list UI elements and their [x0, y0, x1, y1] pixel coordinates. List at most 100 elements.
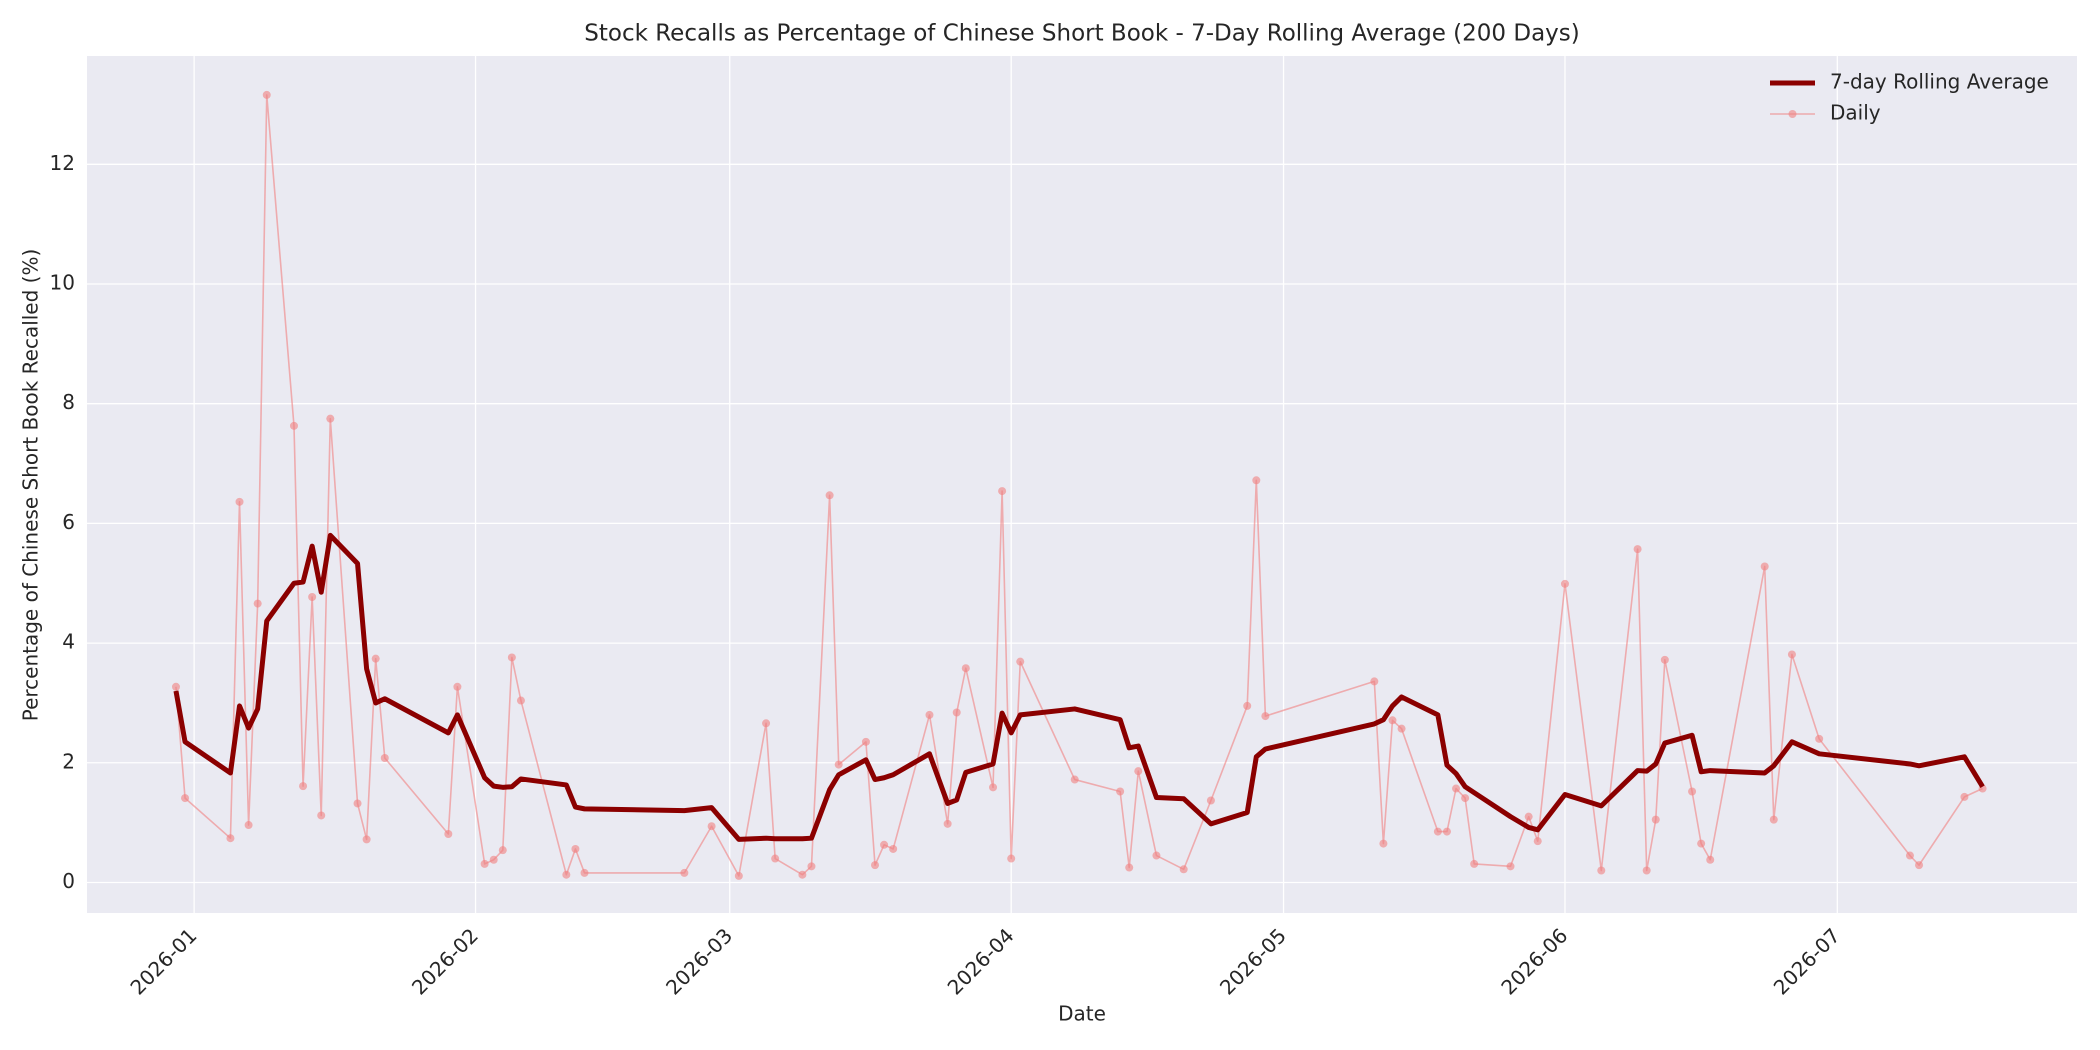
data-point [235, 497, 244, 506]
x-tick-label: 2026-01 [125, 923, 201, 999]
data-point [1206, 796, 1215, 805]
x-axis-label: Date [1058, 1002, 1106, 1026]
data-point [807, 862, 816, 871]
data-point [489, 855, 498, 864]
data-point [861, 737, 870, 746]
data-point [1125, 863, 1134, 872]
data-point [516, 696, 525, 705]
data-point [1179, 865, 1188, 874]
data-point [1560, 579, 1569, 588]
data-point [1397, 724, 1406, 733]
x-tick-label: 2026-02 [407, 923, 483, 999]
data-point [1470, 859, 1479, 868]
y-axis-label: Percentage of Chinese Short Book Recalle… [19, 249, 43, 722]
data-point [1769, 815, 1778, 824]
data-point [562, 870, 571, 879]
data-point [707, 822, 716, 831]
y-tick-label: 0 [62, 869, 75, 893]
data-point [1651, 815, 1660, 824]
data-point [1252, 476, 1261, 485]
data-point [299, 782, 308, 791]
data-point [571, 844, 580, 853]
data-point [362, 835, 371, 844]
data-point [771, 854, 780, 863]
data-point [453, 682, 462, 691]
data-point [1787, 650, 1796, 659]
plot-area [87, 56, 2077, 913]
data-point [1261, 712, 1270, 721]
data-point [262, 90, 271, 99]
data-point [1506, 862, 1515, 871]
data-point [998, 487, 1007, 496]
data-point [871, 861, 880, 870]
data-point [1370, 677, 1379, 686]
y-tick-label: 2 [62, 749, 75, 773]
data-point [353, 799, 362, 808]
data-point [371, 654, 380, 663]
data-point [925, 710, 934, 719]
data-point [1134, 767, 1143, 776]
data-point [734, 871, 743, 880]
data-point [1243, 701, 1252, 710]
data-point [1815, 734, 1824, 743]
data-point [1007, 854, 1016, 863]
y-tick-label: 10 [50, 271, 75, 295]
data-point [961, 664, 970, 673]
data-point [1697, 839, 1706, 848]
y-tick-label: 8 [62, 390, 75, 414]
data-point [834, 760, 843, 769]
data-point [1524, 812, 1533, 821]
legend-label: 7-day Rolling Average [1830, 70, 2049, 94]
x-tick-label: 2026-03 [661, 923, 737, 999]
data-point [308, 593, 317, 602]
data-point [1070, 775, 1079, 784]
data-point [317, 811, 326, 820]
data-point [1642, 866, 1651, 875]
data-point [1533, 837, 1542, 846]
data-point [1442, 827, 1451, 836]
series-line [175, 94, 1983, 877]
data-point [889, 844, 898, 853]
y-tick-label: 6 [62, 510, 75, 534]
data-point [244, 821, 253, 830]
data-point [1915, 861, 1924, 870]
data-point [943, 819, 952, 828]
data-point [580, 868, 589, 877]
chart-title: Stock Recalls as Percentage of Chinese S… [584, 21, 1580, 47]
data-point [1452, 784, 1461, 793]
data-point [1388, 716, 1397, 725]
data-point [380, 753, 389, 762]
data-point [989, 783, 998, 792]
y-tick-label: 12 [50, 151, 75, 175]
legend-marker [1788, 110, 1797, 118]
x-tick-label: 2026-07 [1769, 923, 1845, 999]
data-point [1706, 855, 1715, 864]
data-point [1633, 545, 1642, 554]
data-point [1688, 787, 1697, 796]
x-tick-label: 2026-06 [1496, 923, 1572, 999]
data-point [762, 719, 771, 728]
data-point [825, 491, 834, 500]
data-point [952, 708, 961, 717]
data-point [181, 794, 190, 803]
x-tick-label: 2026-04 [943, 923, 1019, 999]
data-point [253, 599, 262, 608]
data-point [226, 834, 235, 843]
data-point [680, 868, 689, 877]
data-point [1379, 839, 1388, 848]
data-point [326, 414, 335, 423]
data-point [1905, 851, 1914, 860]
y-tick-label: 4 [62, 630, 75, 654]
data-point [1433, 827, 1442, 836]
data-point [1597, 866, 1606, 875]
data-point [1016, 657, 1025, 666]
data-point [1116, 787, 1125, 796]
data-point [171, 682, 180, 691]
data-point [798, 870, 807, 879]
data-point [480, 859, 489, 868]
data-point [498, 846, 507, 855]
x-tick-label: 2026-05 [1215, 923, 1291, 999]
data-point [1760, 562, 1769, 571]
